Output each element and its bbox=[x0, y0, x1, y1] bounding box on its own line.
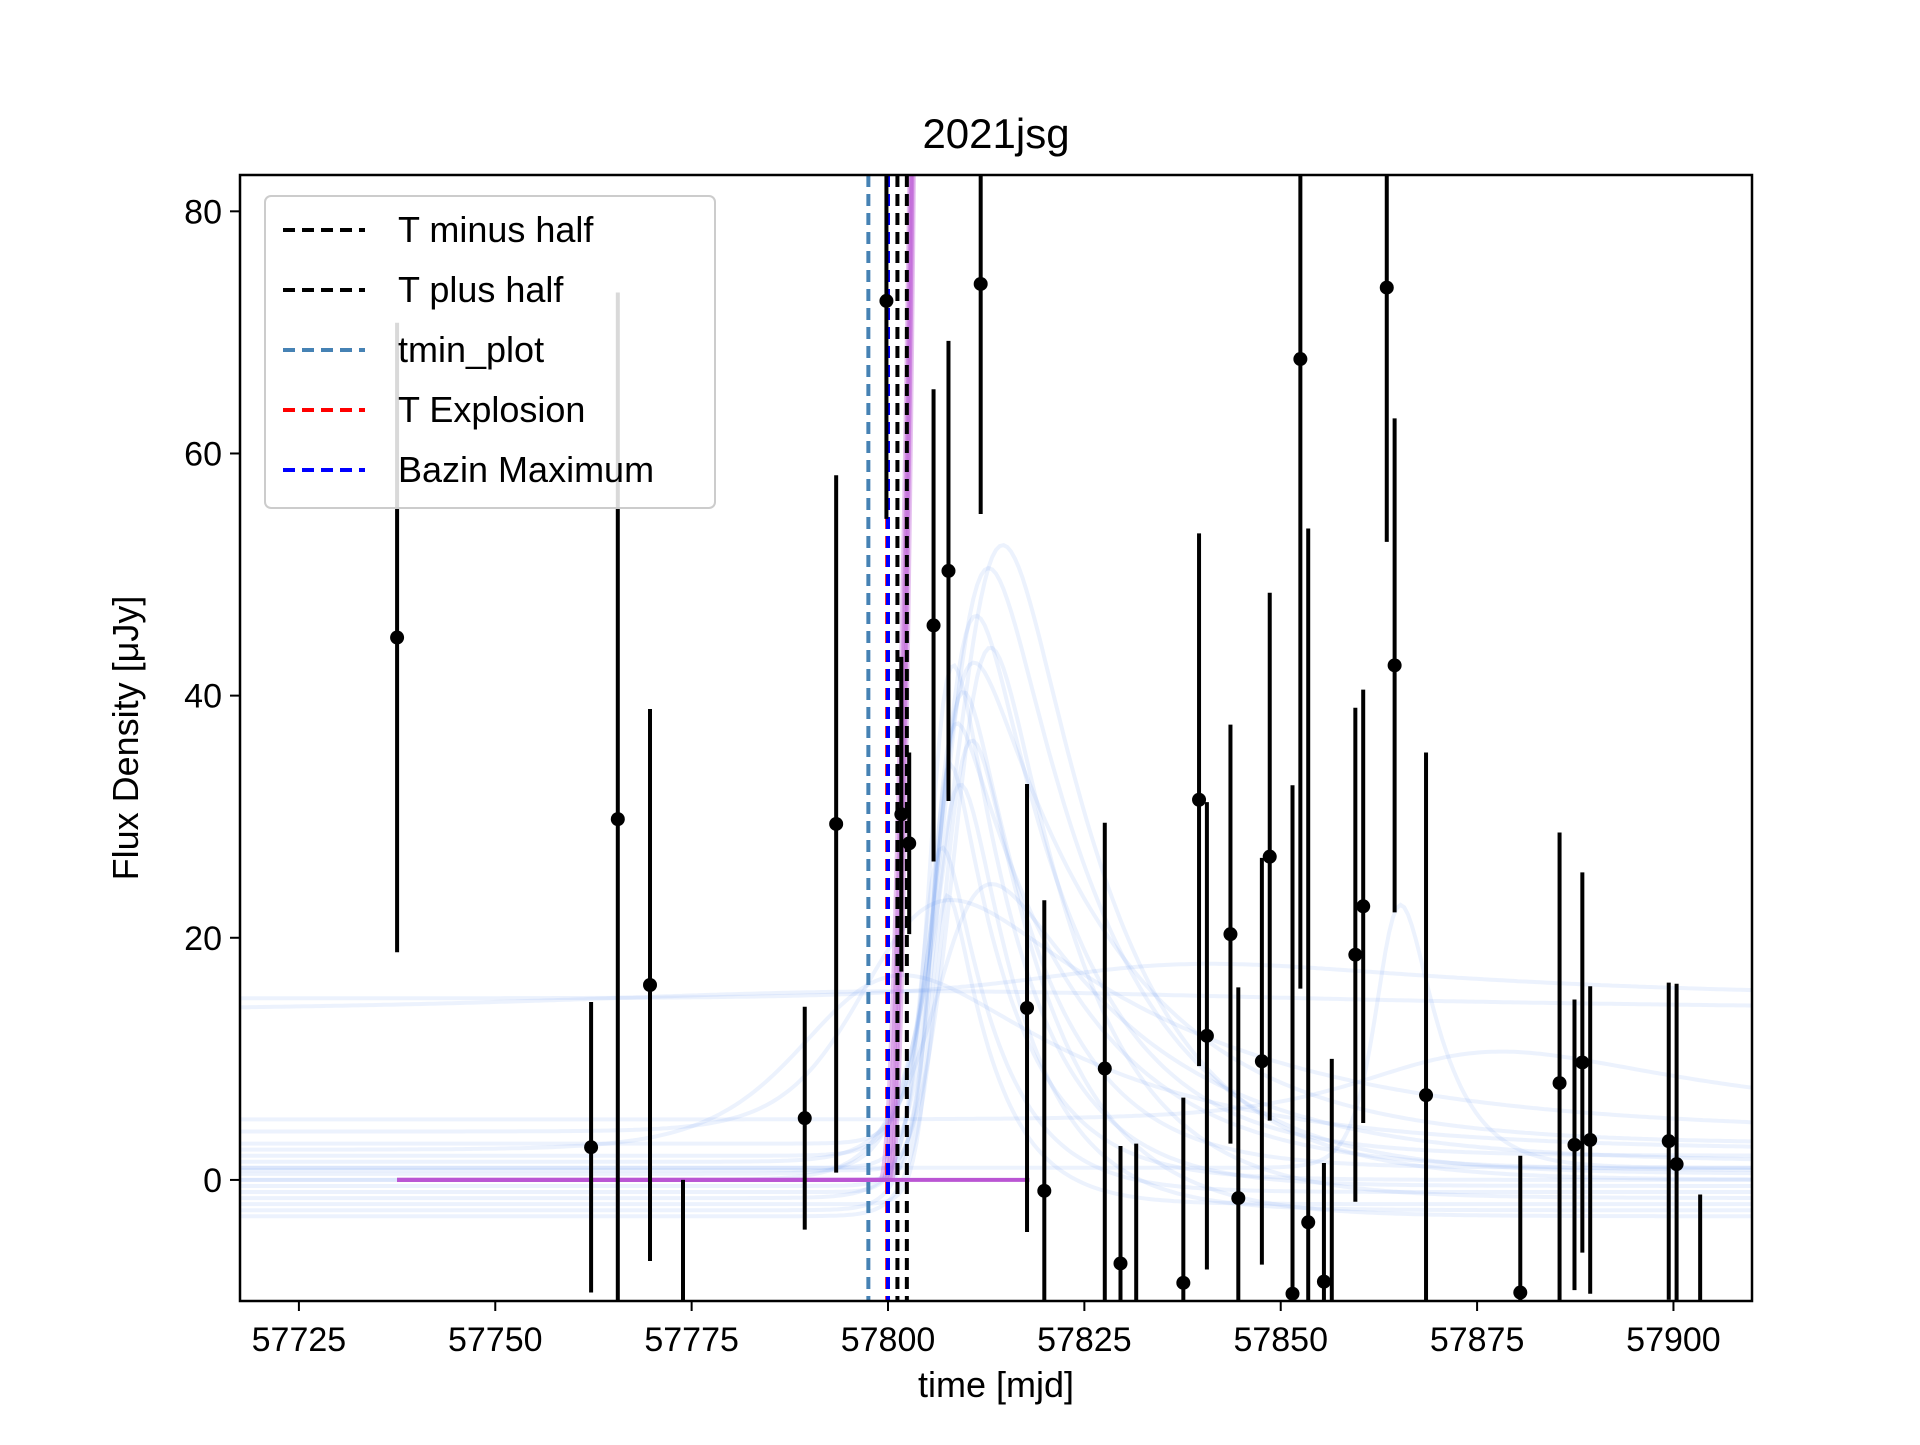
data-marker bbox=[1293, 352, 1307, 366]
y-tick-label: 60 bbox=[184, 435, 222, 473]
data-marker bbox=[798, 1111, 812, 1125]
data-marker bbox=[643, 978, 657, 992]
data-point bbox=[1388, 418, 1402, 912]
data-marker bbox=[584, 1140, 598, 1154]
data-point bbox=[1670, 984, 1684, 1345]
model-curve bbox=[240, 1052, 1752, 1120]
x-tick-label: 57875 bbox=[1430, 1321, 1525, 1359]
data-point bbox=[879, 83, 893, 519]
model-curve bbox=[240, 896, 1752, 1204]
data-marker bbox=[1301, 1215, 1315, 1229]
y-tick-label: 80 bbox=[184, 193, 222, 231]
data-point bbox=[1325, 1059, 1339, 1440]
x-axis-label: time [mjd] bbox=[918, 1364, 1074, 1405]
data-point bbox=[927, 389, 941, 861]
data-marker bbox=[1567, 1138, 1581, 1152]
data-point bbox=[1020, 784, 1034, 1232]
data-marker bbox=[1325, 1367, 1339, 1381]
model-curve bbox=[240, 648, 1752, 1198]
data-marker bbox=[611, 812, 625, 826]
data-marker bbox=[974, 277, 988, 291]
data-marker bbox=[1575, 1055, 1589, 1069]
x-tick-label: 57900 bbox=[1626, 1321, 1721, 1359]
data-marker bbox=[1192, 793, 1206, 807]
data-marker bbox=[1255, 1054, 1269, 1068]
data-marker bbox=[1513, 1286, 1527, 1300]
model-curve bbox=[240, 692, 1752, 1168]
data-point bbox=[1567, 1000, 1581, 1291]
data-marker bbox=[1419, 1088, 1433, 1102]
data-marker bbox=[1231, 1191, 1245, 1205]
data-point bbox=[1301, 529, 1315, 1440]
data-marker bbox=[1388, 658, 1402, 672]
legend-label: T Explosion bbox=[398, 389, 585, 430]
data-marker bbox=[1098, 1062, 1112, 1076]
data-point bbox=[1317, 1163, 1331, 1400]
data-marker bbox=[1113, 1256, 1127, 1270]
data-marker bbox=[1356, 899, 1370, 913]
data-marker bbox=[1317, 1275, 1331, 1289]
x-tick-label: 57825 bbox=[1037, 1321, 1132, 1359]
data-point bbox=[1223, 725, 1237, 1144]
data-point bbox=[829, 475, 843, 1172]
y-axis-label: Flux Density [μJy] bbox=[105, 596, 146, 881]
data-point bbox=[1380, 33, 1394, 542]
data-marker bbox=[1553, 1076, 1567, 1090]
x-axis: 57725 57750 57775 57800 57825 57850 57875 57900 bbox=[252, 1301, 1721, 1359]
data-point bbox=[1129, 1144, 1143, 1440]
legend-label: Bazin Maximum bbox=[398, 449, 654, 490]
data-marker bbox=[1583, 1133, 1597, 1147]
data-marker bbox=[1223, 927, 1237, 941]
y-axis: 0 20 40 60 80 bbox=[184, 193, 240, 1200]
data-point bbox=[1553, 832, 1567, 1333]
data-marker bbox=[1348, 948, 1362, 962]
y-tick-label: 0 bbox=[203, 1162, 222, 1200]
legend-label: tmin_plot bbox=[398, 329, 544, 370]
data-marker bbox=[902, 836, 916, 850]
data-marker bbox=[1020, 1001, 1034, 1015]
data-marker bbox=[1176, 1276, 1190, 1290]
data-point bbox=[1192, 533, 1206, 1066]
data-marker bbox=[1037, 1184, 1051, 1198]
model-curve bbox=[240, 900, 1752, 1132]
data-point bbox=[1583, 986, 1597, 1294]
data-marker bbox=[894, 807, 908, 821]
data-point bbox=[1693, 1194, 1707, 1440]
data-marker bbox=[1263, 850, 1277, 864]
data-marker bbox=[829, 817, 843, 831]
x-tick-label: 57775 bbox=[644, 1321, 739, 1359]
data-point bbox=[1293, 0, 1307, 989]
data-marker bbox=[390, 631, 404, 645]
model-curves bbox=[240, 545, 1752, 1216]
data-marker bbox=[879, 294, 893, 308]
data-marker bbox=[941, 564, 955, 578]
legend: T minus half T plus half tmin_plot T Explos… bbox=[265, 196, 715, 508]
data-marker bbox=[1286, 1287, 1300, 1301]
data-point bbox=[1662, 983, 1676, 1300]
data-point bbox=[584, 1002, 598, 1293]
data-marker bbox=[1662, 1134, 1676, 1148]
data-point bbox=[1176, 1098, 1190, 1440]
data-marker bbox=[1380, 281, 1394, 295]
y-tick-label: 40 bbox=[184, 678, 222, 716]
data-point bbox=[676, 1180, 690, 1440]
data-point bbox=[1263, 593, 1277, 1121]
legend-label: T plus half bbox=[398, 269, 564, 310]
x-tick-label: 57850 bbox=[1233, 1321, 1328, 1359]
x-tick-label: 57800 bbox=[841, 1321, 936, 1359]
legend-label: T minus half bbox=[398, 209, 594, 250]
y-tick-label: 20 bbox=[184, 920, 222, 958]
data-marker bbox=[927, 618, 941, 632]
x-tick-label: 57725 bbox=[252, 1321, 347, 1359]
x-tick-label: 57750 bbox=[448, 1321, 543, 1359]
data-marker bbox=[1670, 1157, 1684, 1171]
chart-title: 2021jsg bbox=[922, 110, 1069, 157]
data-marker bbox=[1200, 1029, 1214, 1043]
